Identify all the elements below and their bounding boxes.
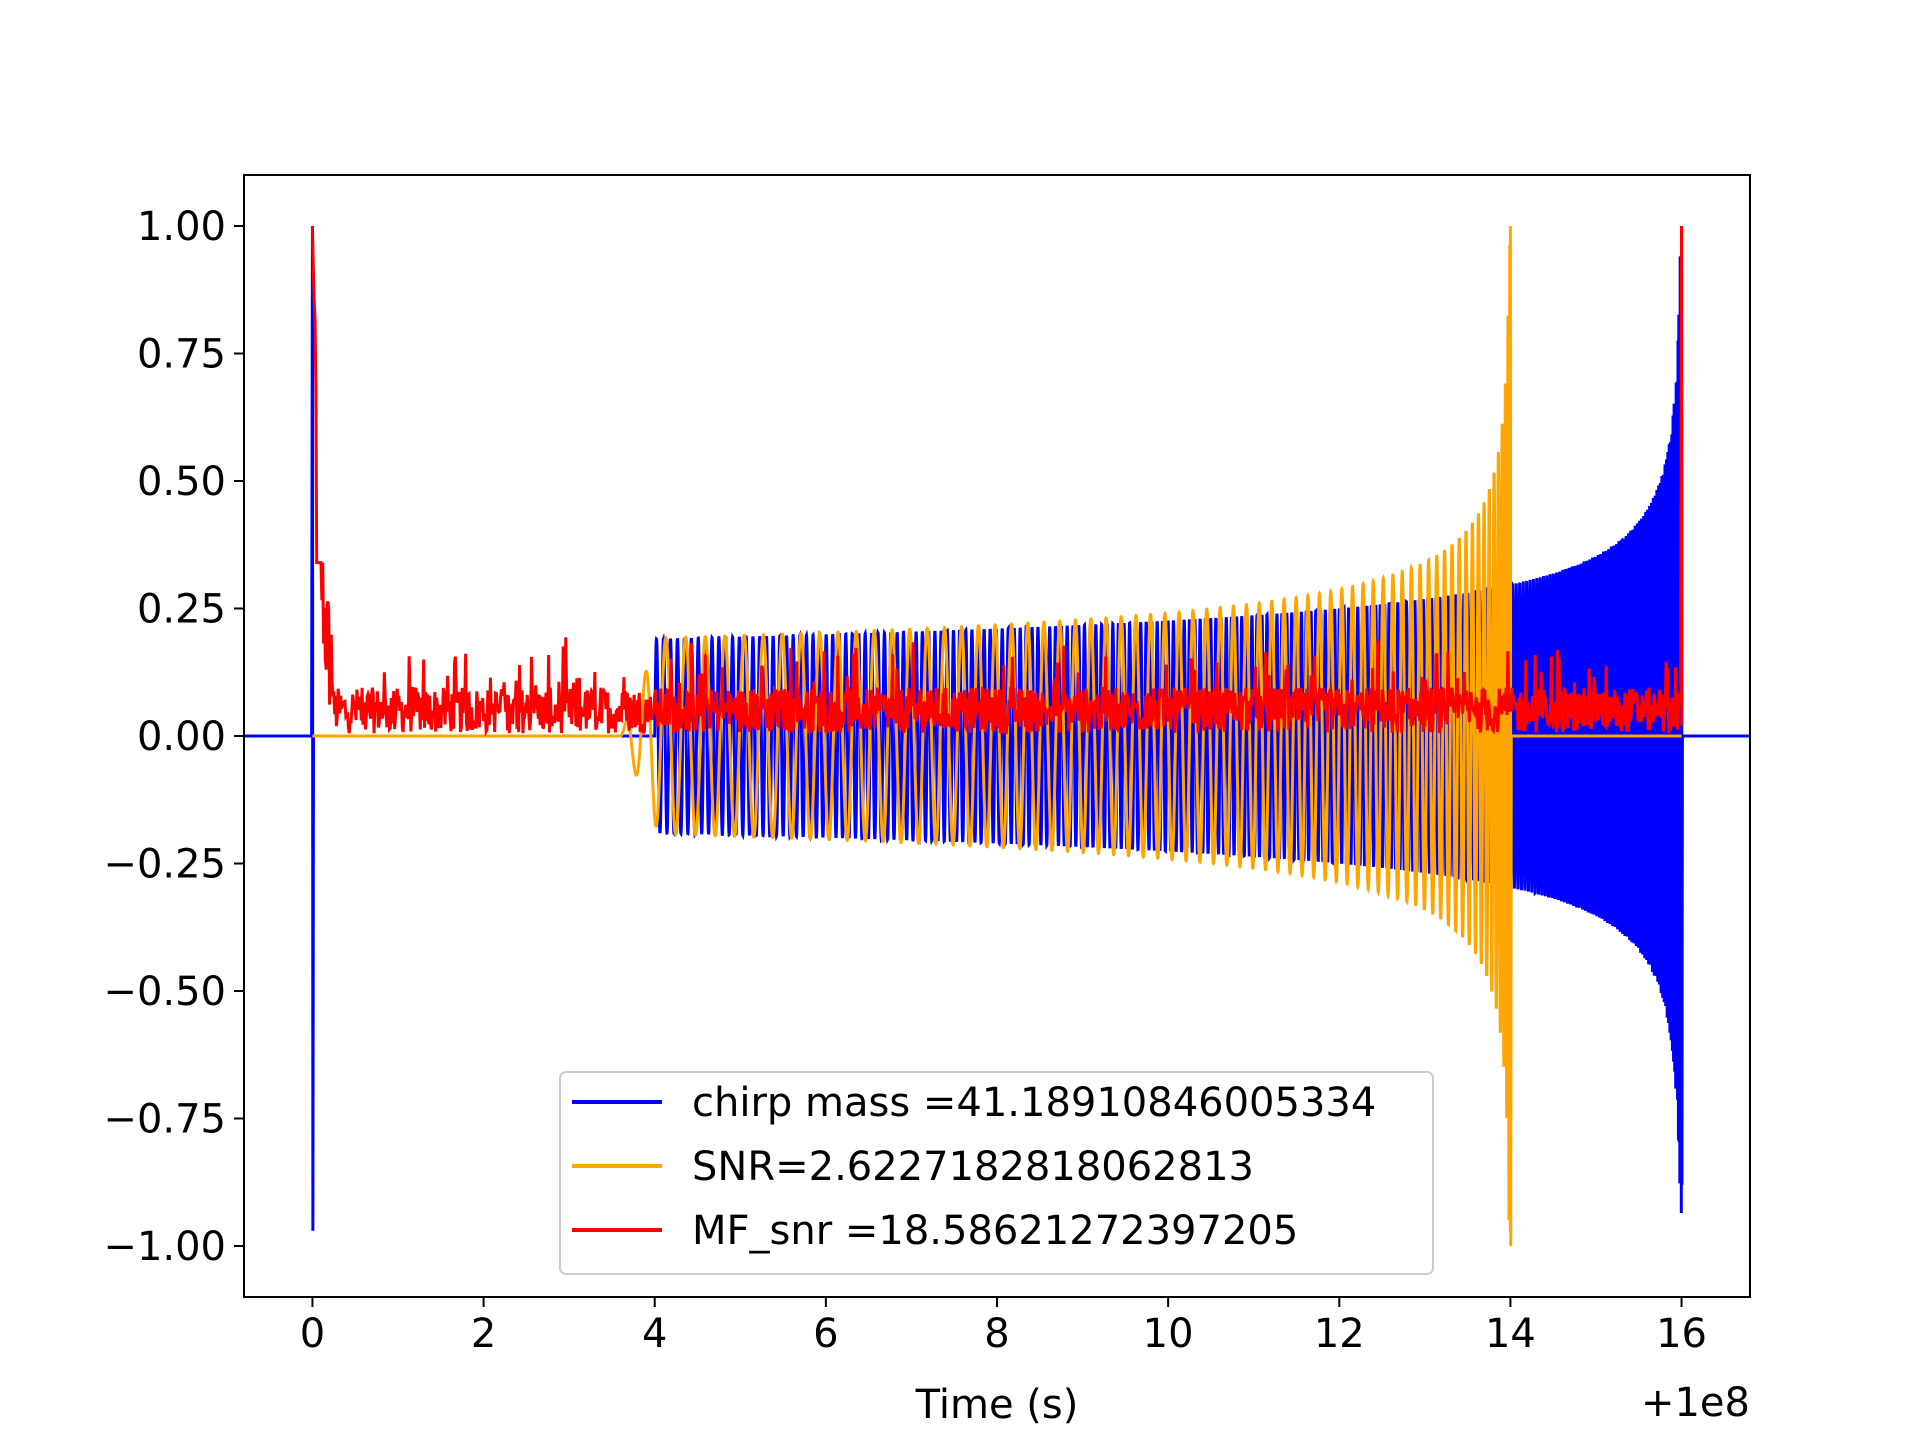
y-tick-label: 0.75	[137, 332, 226, 378]
x-tick-label: 6	[813, 1311, 838, 1357]
x-tick-label: 4	[642, 1311, 667, 1357]
series-line-mf-snr	[310, 225, 1684, 738]
y-tick-label: −0.25	[103, 842, 226, 888]
legend-entry-mf-snr: MF_snr =18.58621272397205	[692, 1208, 1298, 1254]
x-tick-label: 0	[300, 1311, 325, 1357]
y-tick-label: −0.50	[103, 969, 226, 1015]
x-tick-label: 8	[984, 1311, 1009, 1357]
y-tick-label: 0.00	[137, 714, 226, 760]
x-tick-label: 12	[1314, 1311, 1365, 1357]
legend: chirp mass =41.18910846005334 SNR=2.62271…	[559, 1071, 1434, 1275]
y-tick-label: −1.00	[103, 1224, 226, 1270]
x-tick-label: 10	[1143, 1311, 1194, 1357]
axes: 0 2 4 6 8 10 12 14 16 1.00 0.75 0.50 0.25 0.00 −0.25 −0…	[103, 204, 1707, 1357]
y-tick-label: 0.25	[137, 587, 226, 633]
series-layer	[244, 225, 1750, 1247]
x-offset-label: +1e8	[1641, 1380, 1750, 1426]
legend-entry-chirp-mass: chirp mass =41.18910846005334	[692, 1080, 1376, 1126]
series-line-snr	[312, 225, 1682, 1247]
y-tick-label: −0.75	[103, 1097, 226, 1143]
x-tick-label: 14	[1485, 1311, 1536, 1357]
legend-entry-snr: SNR=2.6227182818062813	[692, 1144, 1254, 1190]
x-tick-label: 2	[471, 1311, 496, 1357]
y-tick-label: 0.50	[137, 459, 226, 505]
y-tick-label: 1.00	[137, 204, 226, 250]
x-axis-title: Time (s)	[915, 1382, 1079, 1428]
legend-box	[559, 1071, 1434, 1275]
x-tick-label: 16	[1656, 1311, 1707, 1357]
